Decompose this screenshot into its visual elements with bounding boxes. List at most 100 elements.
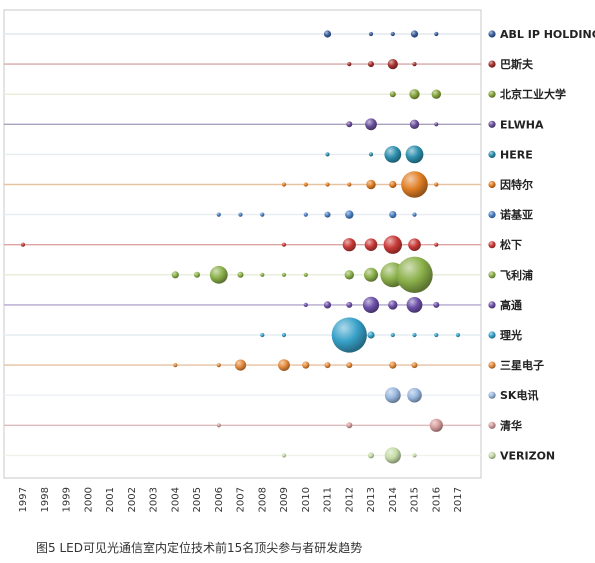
x-tick-2012: 2012 [344, 487, 355, 512]
bubble-row0-2016 [434, 31, 439, 37]
legend-label-row9: 高通 [500, 298, 522, 312]
bubble-row14-2009 [281, 453, 287, 458]
bubble-row6-2014 [389, 211, 397, 219]
bubble-row0-2014 [390, 31, 395, 37]
legend-label-row13: 清华 [500, 418, 522, 432]
x-tick-2009: 2009 [279, 487, 290, 512]
bubble-row5-2011 [325, 182, 330, 187]
bubble-row6-2012 [345, 210, 354, 219]
bubble-row6-2006 [216, 212, 221, 217]
x-tick-2006: 2006 [214, 487, 225, 512]
bubble-row14-2014 [384, 447, 401, 464]
legend-label-row2: 北京工业大学 [500, 87, 566, 101]
legend-label-row14: VERIZON [500, 449, 555, 462]
bubble-row13-2016 [429, 418, 443, 432]
bubble-row2-2015 [409, 89, 420, 100]
bubble-row10-2009 [281, 332, 287, 338]
bubble-row6-2015 [412, 212, 417, 217]
bubble-row3-2016 [434, 122, 439, 127]
bubble-row7-2014 [383, 235, 402, 254]
bubble-row11-2011 [324, 362, 331, 369]
x-tick-2004: 2004 [170, 487, 181, 512]
legend-marker-row6 [488, 211, 496, 219]
legend-label-row5: 因特尔 [500, 178, 533, 192]
bubble-row11-2012 [346, 362, 353, 369]
x-tick-2010: 2010 [301, 487, 312, 512]
legend-marker-row11 [488, 361, 496, 369]
bubble-row11-2009 [278, 359, 290, 371]
x-tick-2005: 2005 [192, 487, 203, 512]
x-tick-2003: 2003 [149, 487, 160, 512]
bubble-row13-2012 [346, 422, 353, 429]
bubble-row1-2015 [412, 62, 417, 67]
bubble-row5-2009 [281, 182, 287, 187]
x-tick-1999: 1999 [62, 487, 73, 512]
bubble-row1-2013 [368, 61, 374, 68]
bubble-row12-2014 [384, 387, 401, 404]
legend-marker-row2 [488, 90, 496, 98]
bubble-row8-2012 [344, 270, 354, 280]
bubble-row7-2015 [408, 238, 421, 251]
legend-label-row6: 诺基亚 [500, 208, 533, 222]
bubble-row4-2011 [325, 152, 330, 157]
figure-caption: 图5 LED可见光通信室内定位技术前15名顶尖参与者研发趋势 [36, 541, 363, 555]
bubble-row10-2008 [260, 332, 265, 338]
x-tick-1998: 1998 [40, 487, 51, 512]
bubble-row7-2012 [342, 238, 356, 252]
bubble-row8-2013 [364, 267, 378, 282]
bubble-row7-2016 [434, 242, 439, 247]
bubble-row5-2014 [389, 180, 397, 189]
bubbles [20, 30, 461, 464]
bubble-row10-2012 [331, 317, 367, 353]
bubble-row6-2008 [260, 212, 265, 217]
bubble-row13-2006 [216, 423, 221, 428]
bubble-row0-2013 [368, 31, 374, 37]
bubble-row9-2012 [346, 301, 353, 308]
legend-label-row12: SK电讯 [500, 388, 538, 402]
bubble-row7-1997 [20, 242, 26, 247]
bubble-row0-2015 [410, 30, 419, 38]
bubble-row8-2009 [281, 272, 287, 277]
bubble-row5-2016 [434, 182, 439, 187]
legend-marker-row9 [488, 301, 496, 309]
x-tick-2016: 2016 [431, 487, 442, 512]
bubble-row9-2013 [362, 296, 380, 313]
x-tick-2014: 2014 [388, 487, 399, 512]
bubble-row11-2014 [389, 361, 397, 369]
x-tick-2015: 2015 [410, 487, 421, 512]
bubble-row9-2010 [303, 302, 308, 307]
bubble-row6-2010 [303, 212, 308, 217]
legend-label-row0: ABL IP HOLDING [500, 28, 595, 41]
legend-label-row8: 飞利浦 [500, 268, 533, 282]
bubble-row4-2015 [405, 145, 424, 164]
bubble-row9-2014 [388, 300, 398, 310]
bubble-row11-2006 [216, 363, 221, 368]
legend-label-row3: ELWHA [500, 118, 544, 131]
legend-marker-row0 [488, 30, 496, 38]
bubble-row7-2013 [364, 238, 378, 251]
bubble-row6-2011 [324, 211, 331, 218]
bubble-row3-2015 [409, 119, 420, 129]
bubble-row11-2015 [411, 362, 418, 369]
legend-marker-row8 [488, 271, 496, 279]
bubble-row4-2013 [368, 152, 374, 157]
bubble-row3-2013 [365, 118, 377, 131]
bubble-row0-2011 [323, 30, 332, 38]
x-tick-2011: 2011 [323, 487, 334, 512]
x-tick-1997: 1997 [18, 487, 29, 512]
bubble-row8-2010 [303, 272, 308, 277]
legend-label-row7: 松下 [500, 238, 522, 252]
x-tick-2001: 2001 [105, 487, 116, 512]
legend-label-row4: HERE [500, 148, 533, 161]
bubble-row5-2012 [347, 182, 352, 187]
x-tick-2007: 2007 [236, 487, 247, 512]
bubble-row11-2004 [173, 363, 178, 368]
legend-marker-row7 [488, 241, 496, 249]
bubble-row8-2015 [396, 256, 433, 293]
bubble-row9-2011 [323, 301, 332, 309]
bubble-row7-2009 [281, 242, 287, 247]
bubble-row10-2016 [434, 332, 439, 338]
legend-label-row11: 三星电子 [500, 358, 544, 372]
